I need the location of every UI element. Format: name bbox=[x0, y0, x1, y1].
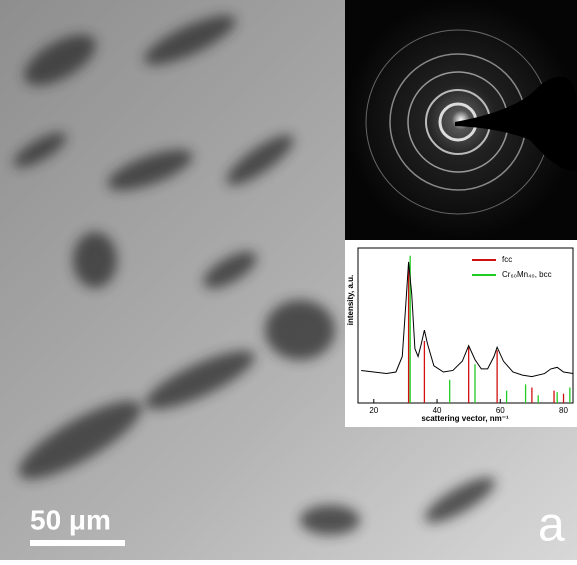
x-tick-label: 60 bbox=[496, 406, 505, 415]
diffraction-pattern bbox=[345, 0, 577, 240]
x-axis-label: scattering vector, nm⁻¹ bbox=[421, 414, 509, 423]
panel-label: a bbox=[538, 499, 565, 552]
scale-bar-label: 50 μm bbox=[30, 504, 111, 535]
x-tick-label: 80 bbox=[559, 406, 568, 415]
legend-label: fcc bbox=[502, 255, 512, 264]
x-tick-label: 40 bbox=[433, 406, 442, 415]
chart-background bbox=[345, 240, 577, 427]
x-tick-label: 20 bbox=[369, 406, 378, 415]
legend-label: Cr₆₀Mn₄₀, bcc bbox=[502, 270, 552, 279]
figure: intensity, a.u. scattering vector, nm⁻¹ … bbox=[0, 0, 577, 560]
y-axis-label: intensity, a.u. bbox=[346, 275, 355, 326]
scale-bar bbox=[30, 540, 125, 546]
